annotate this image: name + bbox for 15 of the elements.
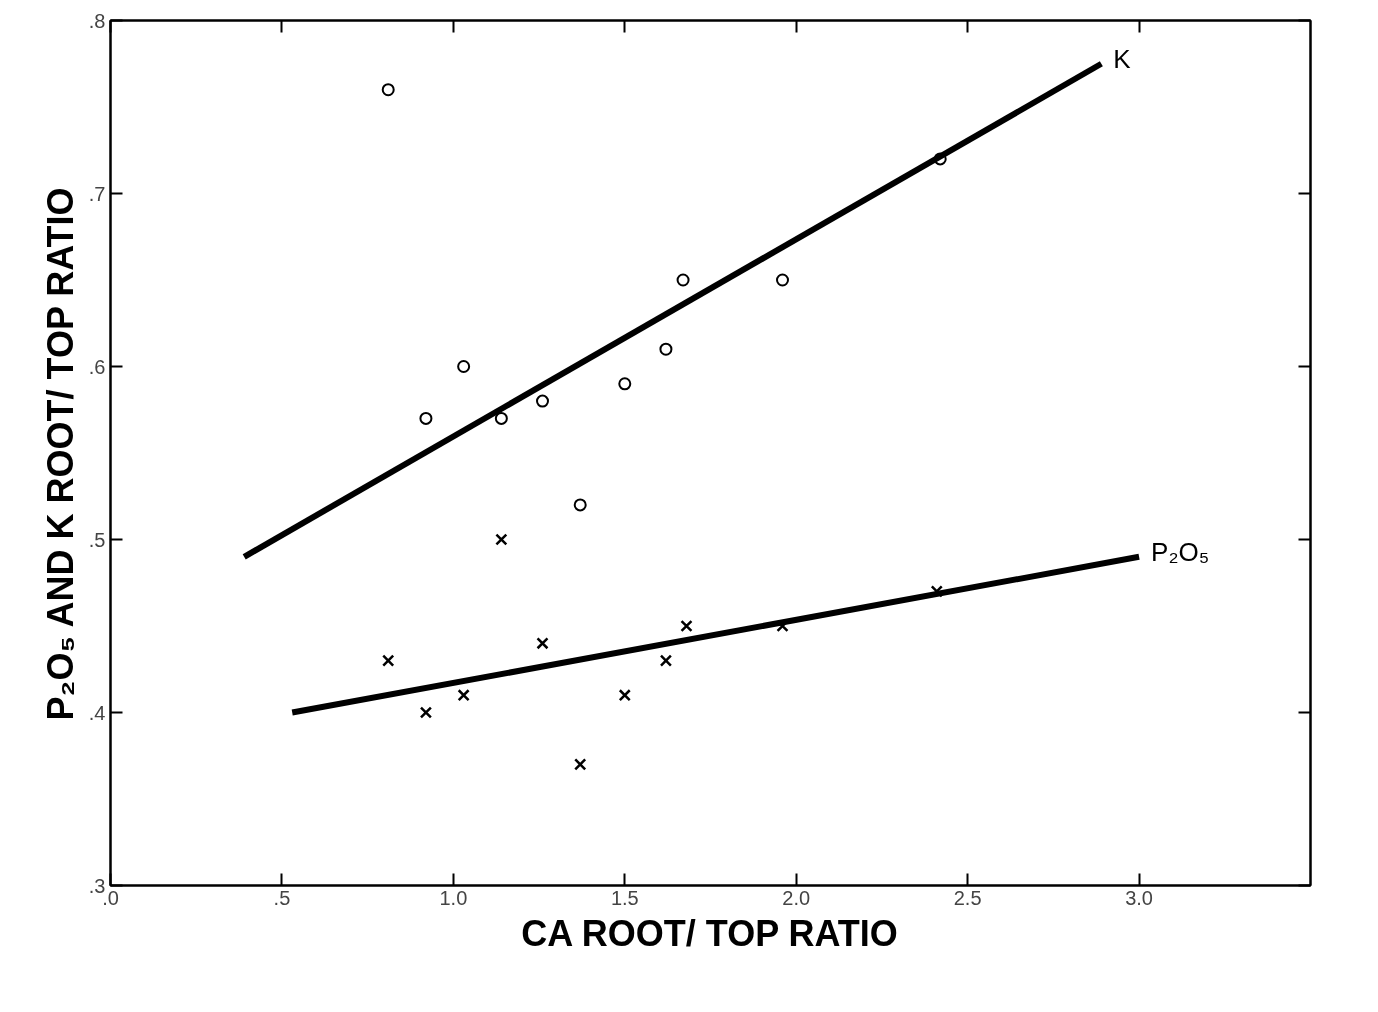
x-tick-label: 2.5 [953,886,982,909]
y-tick-label: .6 [88,355,106,378]
x-tick-label: 2.0 [782,886,811,909]
y-axis-title: P₂O₅ AND K ROOT/ TOP RATIO [39,187,81,721]
x-tick-label: .5 [273,886,291,909]
y-tick-label: .8 [88,9,106,32]
y-tick-label: .5 [88,528,106,551]
legend-label: K [1113,43,1132,74]
series-label: P₂O₅ [1151,536,1210,567]
x-tick-label: 1.0 [439,886,468,909]
x-tick-label: 1.5 [610,886,639,909]
x-tick-label: 3.0 [1125,886,1153,909]
y-tick-label: .7 [88,182,106,205]
y-tick-label: .4 [88,701,106,724]
x-axis-title: CA ROOT/ TOP RATIO [521,912,898,954]
